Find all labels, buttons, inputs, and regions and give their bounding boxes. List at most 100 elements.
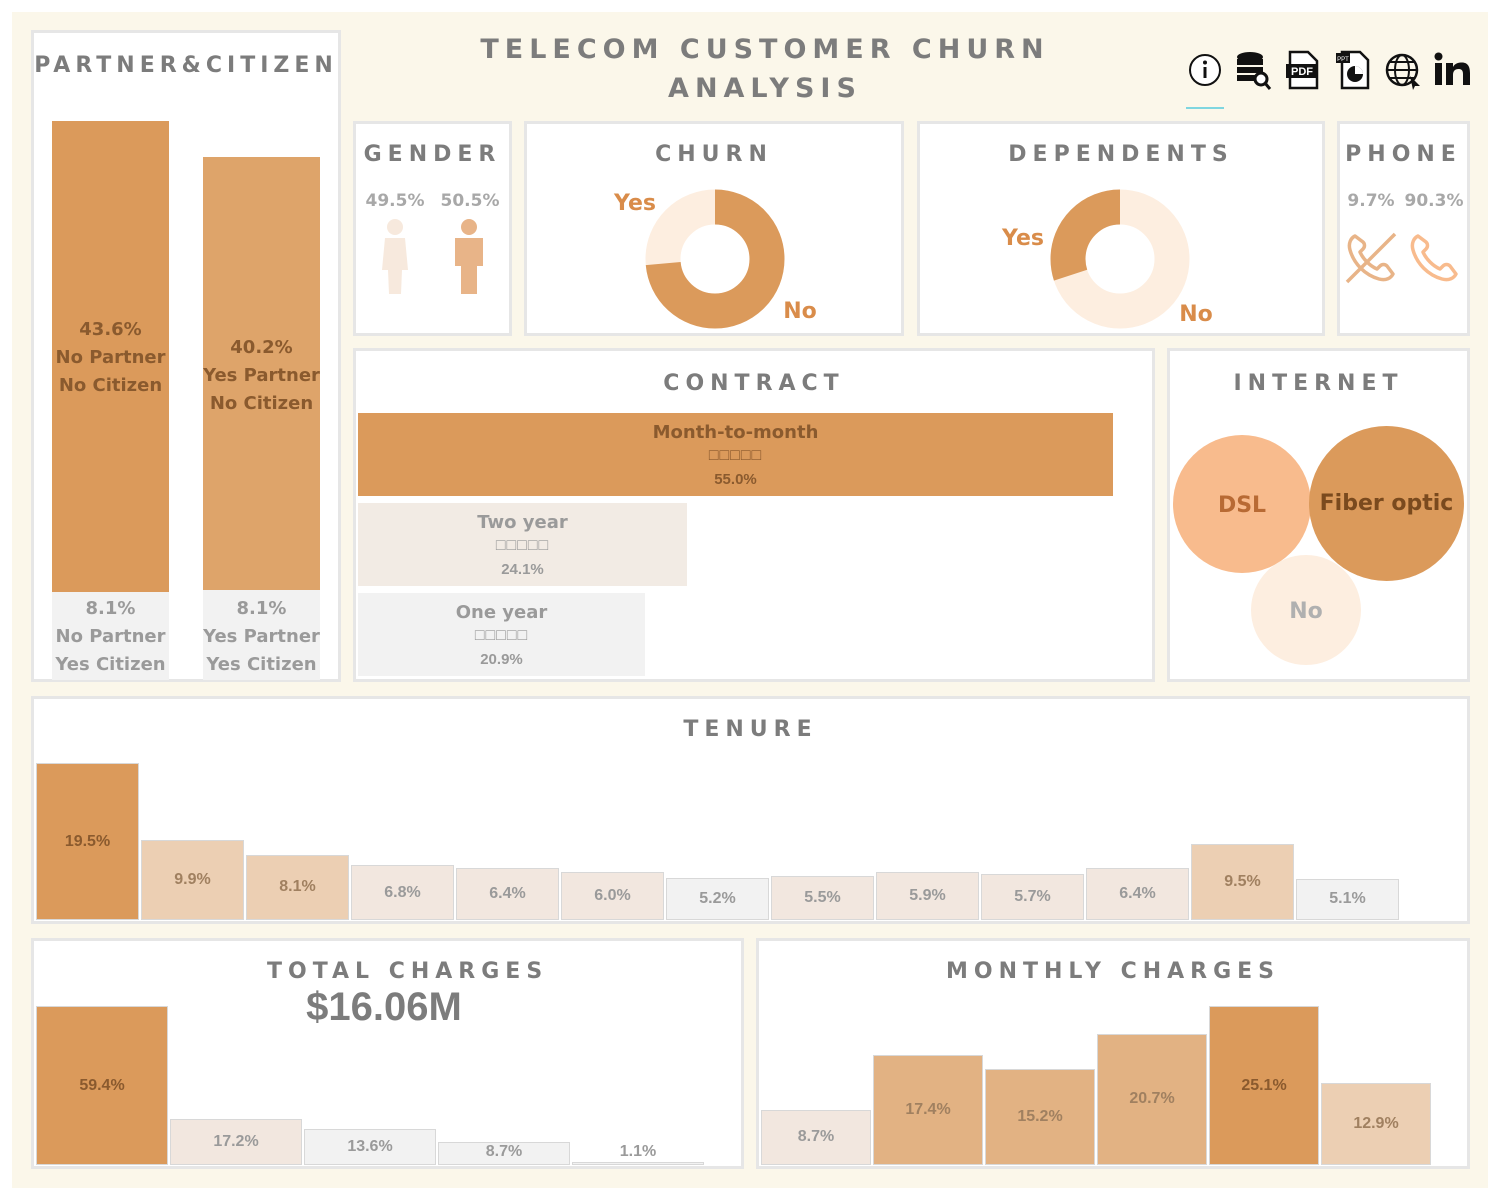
- internet-dsl-label: DSL: [1217, 493, 1267, 518]
- tenure-bar[interactable]: [141, 840, 244, 920]
- internet-bubble-no[interactable]: [1251, 555, 1361, 665]
- contract-bar-month-to-month[interactable]: Month-to-month □□□□□ 55.0%: [358, 413, 1113, 496]
- tenure-bar[interactable]: [666, 878, 769, 920]
- tenure-bar[interactable]: [351, 865, 454, 920]
- churn-title: CHURN: [655, 142, 773, 167]
- phone-panel: PHONE: [1337, 121, 1470, 336]
- internet-fiber-label: Fiber optic: [1319, 491, 1454, 516]
- database-search-icon[interactable]: [1234, 48, 1272, 92]
- dependents-yes-label: Yes: [1002, 226, 1044, 251]
- contract-label: Month-to-month: [652, 422, 819, 443]
- pc-line2: No Citizen: [209, 393, 314, 414]
- title-line-1: TELECOM CUSTOMER CHURN: [480, 34, 1050, 65]
- monthly-charges-bar[interactable]: [873, 1054, 983, 1165]
- internet-bubble-fiber[interactable]: [1309, 426, 1464, 581]
- pc-bar-yes-partner-no-citizen[interactable]: [203, 157, 320, 590]
- tenure-bar[interactable]: [36, 763, 139, 920]
- monthly-charges-bar[interactable]: [1209, 1006, 1319, 1165]
- tenure-bar[interactable]: [1191, 843, 1294, 920]
- dashboard-title: TELECOM CUSTOMER CHURN ANALYSIS: [440, 30, 1090, 108]
- pc-bar-yes-partner-yes-citizen[interactable]: [203, 590, 320, 680]
- monthly-charges-bar[interactable]: [985, 1068, 1095, 1165]
- monthly-charges-bar[interactable]: [1097, 1033, 1207, 1165]
- tenure-bar-label: 6.4%: [489, 885, 526, 903]
- title-line-2: ANALYSIS: [668, 73, 862, 104]
- info-underline: [1186, 107, 1224, 109]
- svg-text:PDF: PDF: [1291, 66, 1313, 78]
- dependents-no-label: No: [1179, 302, 1213, 327]
- tenure-bar[interactable]: [1296, 878, 1399, 920]
- monthly-charges-title: MONTHLY CHARGES: [945, 959, 1281, 984]
- monthly-charges-bar-label: 25.1%: [1241, 1076, 1287, 1094]
- dependents-donut[interactable]: [1045, 184, 1195, 334]
- pc-pct: 40.2%: [230, 337, 293, 358]
- pc-bar-no-partner-no-citizen[interactable]: [52, 121, 169, 592]
- tenure-title: TENURE: [683, 717, 818, 742]
- total-charges-bar[interactable]: [170, 1118, 302, 1165]
- tenure-bar-label: 5.5%: [804, 888, 841, 906]
- total-charges-bar-label: 8.7%: [485, 1143, 523, 1160]
- pdf-icon[interactable]: PDF: [1284, 48, 1322, 92]
- tenure-bar-label: 6.4%: [1119, 885, 1156, 903]
- dependents-title: DEPENDENTS: [1008, 142, 1234, 167]
- churn-donut[interactable]: [640, 184, 790, 334]
- phone-title: PHONE: [1345, 142, 1462, 167]
- monthly-charges-bar[interactable]: [761, 1109, 871, 1165]
- gender-female-pct: 49.5%: [365, 191, 425, 211]
- tenure-bar[interactable]: [1086, 868, 1189, 920]
- total-charges-bar[interactable]: [36, 1006, 168, 1165]
- info-icon[interactable]: [1186, 48, 1224, 92]
- svg-text:PPT: PPT: [1337, 57, 1349, 63]
- internet-bubble-dsl[interactable]: [1173, 435, 1311, 573]
- monthly-charges-bar-label: 8.7%: [797, 1128, 835, 1146]
- pc-line2: Yes Citizen: [206, 654, 317, 675]
- dependents-slice-yes[interactable]: [1050, 189, 1190, 329]
- pc-line1: Yes Partner: [203, 365, 320, 386]
- no-phone-icon: [1345, 232, 1397, 284]
- monthly-charges-bar-label: 20.7%: [1129, 1090, 1175, 1108]
- contract-label: Two year: [477, 512, 568, 533]
- tenure-bar-label: 19.5%: [64, 832, 111, 850]
- tenure-bar-label: 5.7%: [1014, 888, 1051, 906]
- total-charges-bar[interactable]: [438, 1141, 570, 1165]
- tenure-bar-label: 8.1%: [279, 878, 316, 896]
- total-charges-bar[interactable]: [304, 1128, 436, 1165]
- monthly-charges-bar-label: 12.9%: [1353, 1115, 1399, 1133]
- tenure-bar[interactable]: [876, 872, 979, 920]
- ppt-icon[interactable]: PPT: [1334, 48, 1372, 92]
- tenure-bar[interactable]: [981, 874, 1084, 920]
- tenure-bar-label: 5.2%: [699, 890, 736, 908]
- tenure-bar[interactable]: [561, 871, 664, 920]
- tenure-bar-label: 5.1%: [1329, 890, 1366, 908]
- phone-no-pct: 9.7%: [1347, 191, 1395, 211]
- pc-label-no-partner-no-citizen: 43.6% No Partner No Citizen: [52, 316, 169, 400]
- tenure-bar[interactable]: [456, 868, 559, 920]
- tenure-bar[interactable]: [246, 854, 349, 920]
- rating-stars: □□□□□: [708, 447, 763, 464]
- pc-line2: No Citizen: [58, 375, 163, 396]
- tenure-bar-label: 9.5%: [1224, 872, 1261, 890]
- total-charges-title: TOTAL CHARGES: [267, 959, 549, 984]
- contract-pct: 55.0%: [714, 471, 757, 488]
- phone-yes-pct: 90.3%: [1404, 191, 1464, 211]
- contract-bar-two-year[interactable]: Two year □□□□□ 24.1%: [358, 503, 687, 586]
- tenure-bar[interactable]: [771, 875, 874, 920]
- pc-label-no-partner-yes-citizen: 8.1% No Partner Yes Citizen: [52, 595, 169, 679]
- monthly-charges-bar-label: 15.2%: [1017, 1107, 1063, 1125]
- total-charges-bar[interactable]: [572, 1162, 704, 1165]
- churn-slice-no[interactable]: [645, 189, 785, 329]
- rating-stars: □□□□□: [474, 627, 529, 644]
- internet-no-label: No: [1289, 599, 1323, 624]
- rating-stars: □□□□□: [495, 537, 550, 554]
- linkedin-icon[interactable]: [1432, 48, 1470, 92]
- globe-icon[interactable]: [1384, 48, 1422, 92]
- partner-citizen-title: PARTNER&CITIZEN: [34, 53, 338, 78]
- pc-bar-no-partner-yes-citizen[interactable]: [52, 592, 169, 680]
- female-icon: [382, 219, 408, 294]
- contract-bar-one-year[interactable]: One year □□□□□ 20.9%: [358, 593, 645, 676]
- monthly-charges-bar[interactable]: [1321, 1083, 1431, 1165]
- tenure-bar-label: 9.9%: [174, 871, 211, 889]
- pc-label-yes-partner-yes-citizen: 8.1% Yes Partner Yes Citizen: [203, 595, 320, 679]
- pc-line1: Yes Partner: [203, 626, 320, 647]
- monthly-charges-bar-label: 17.4%: [905, 1100, 951, 1118]
